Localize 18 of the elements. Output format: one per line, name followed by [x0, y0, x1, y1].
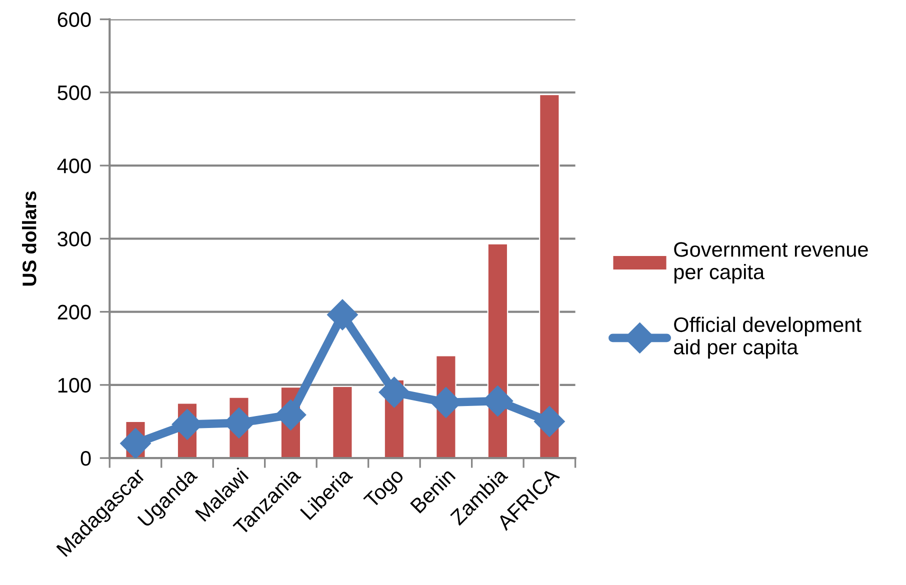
- y-tick-label: 500: [58, 85, 91, 100]
- y-axis-title: US dollars: [22, 191, 36, 286]
- bar: [539, 94, 560, 458]
- legend-label: Official development aid per capita: [674, 316, 862, 359]
- y-tick-label: 600: [58, 12, 91, 28]
- y-tick-label: 200: [58, 304, 91, 320]
- y-tick-label: 100: [58, 378, 91, 393]
- bar: [332, 386, 353, 458]
- y-tick-label: 400: [57, 158, 91, 174]
- x-tick-label: Togo: [363, 468, 408, 512]
- point: [378, 376, 410, 408]
- y-tick-label: 0: [80, 451, 91, 466]
- point: [534, 406, 565, 437]
- legend-label: Government revenue per capita: [674, 242, 868, 284]
- point: [275, 399, 306, 430]
- point: [120, 428, 151, 458]
- point: [327, 299, 358, 330]
- y-tick-label: 300: [58, 232, 91, 246]
